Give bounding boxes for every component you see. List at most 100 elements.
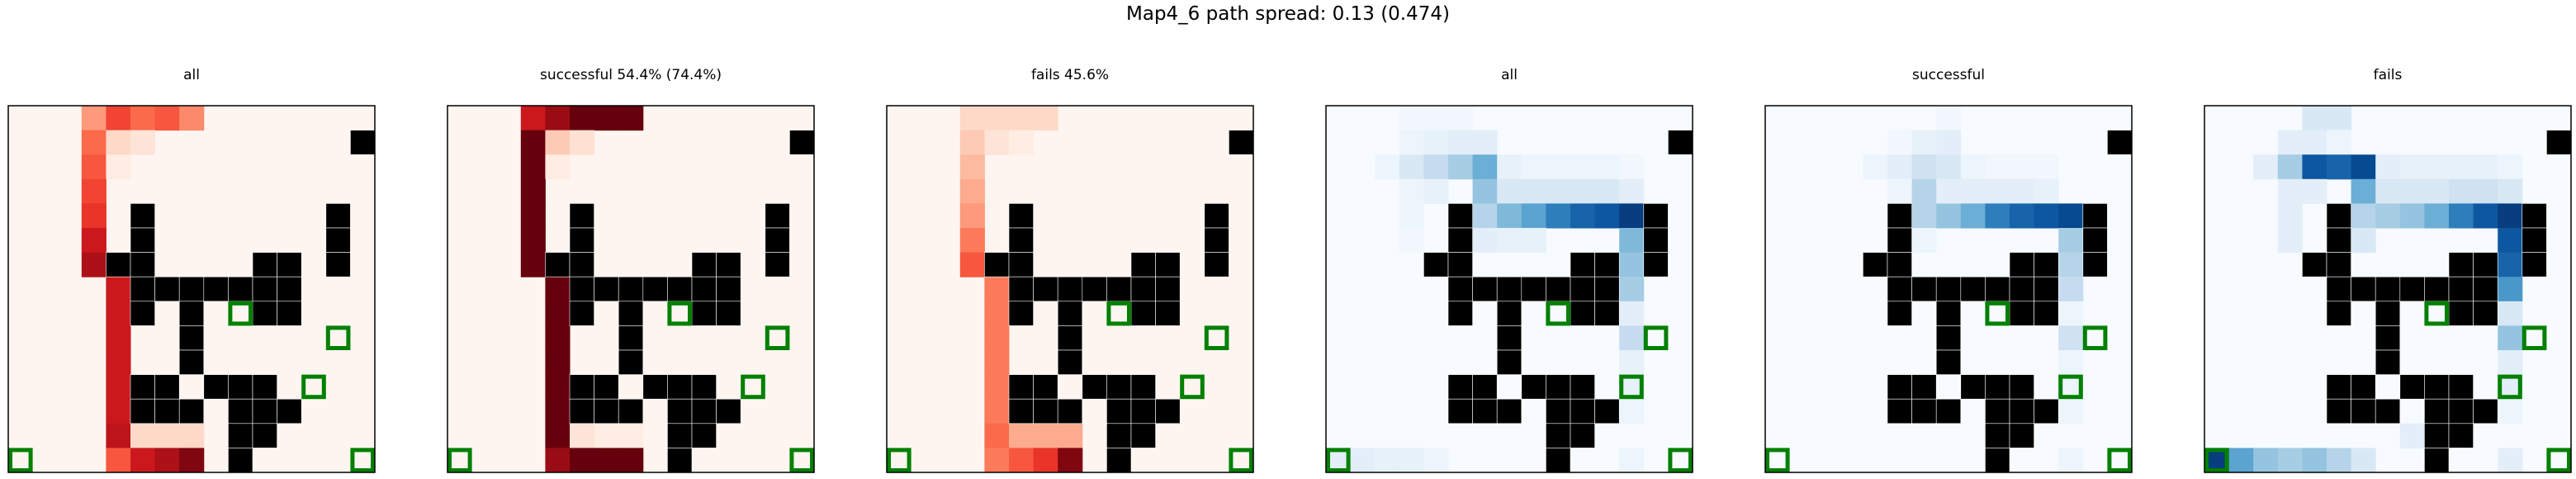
heatmap-cell bbox=[959, 252, 985, 277]
wall-cell bbox=[1447, 276, 1473, 302]
heatmap-cell bbox=[1619, 399, 1645, 424]
wall-cell bbox=[1887, 203, 1912, 229]
heatmap-cell bbox=[1009, 130, 1035, 155]
wall-cell bbox=[1643, 227, 1669, 253]
wall-cell bbox=[2448, 423, 2474, 448]
wall-cell bbox=[716, 398, 741, 424]
goal-marker bbox=[1180, 374, 1205, 400]
wall-cell bbox=[1570, 398, 1595, 424]
wall-cell bbox=[1594, 301, 1620, 326]
heatmap-cell bbox=[1472, 130, 1498, 155]
heatmap-cell bbox=[959, 130, 985, 155]
wall-cell bbox=[1155, 276, 1181, 302]
wall-cell bbox=[2424, 423, 2450, 448]
wall-cell bbox=[154, 276, 180, 302]
heatmap-cell bbox=[545, 154, 571, 180]
heatmap-cell bbox=[545, 325, 571, 351]
heatmap-cell bbox=[1009, 423, 1035, 448]
heatmap-cell bbox=[1399, 448, 1424, 473]
wall-cell bbox=[1887, 374, 1912, 400]
heatmap-cell bbox=[545, 423, 571, 448]
heatmap-cell bbox=[154, 448, 180, 473]
wall-cell bbox=[691, 252, 717, 277]
wall-cell bbox=[2326, 374, 2351, 400]
wall-cell bbox=[1911, 276, 1937, 302]
wall-cell bbox=[2082, 252, 2108, 277]
goal-marker bbox=[301, 374, 326, 400]
heatmap-cell bbox=[520, 252, 546, 277]
wall-cell bbox=[130, 252, 155, 277]
heatmap-cell bbox=[2498, 448, 2523, 473]
heatmap-cell bbox=[1399, 228, 1424, 254]
wall-cell bbox=[691, 301, 717, 326]
wall-cell bbox=[765, 203, 790, 229]
wall-cell bbox=[1960, 276, 1986, 302]
heatmap-cell bbox=[2277, 203, 2303, 229]
wall-cell bbox=[2375, 398, 2401, 424]
heatmap-cell bbox=[179, 448, 205, 473]
wall-cell bbox=[569, 252, 594, 277]
heatmap-cell bbox=[2498, 399, 2523, 424]
wall-cell bbox=[1863, 252, 1888, 277]
wall-cell bbox=[1130, 252, 1156, 277]
wall-cell bbox=[325, 252, 351, 277]
wall-cell bbox=[1008, 227, 1034, 253]
heatmap-cell bbox=[81, 178, 107, 204]
wall-cell bbox=[2351, 276, 2376, 302]
heatmap-cell bbox=[106, 106, 131, 131]
heatmap-cell bbox=[2228, 448, 2254, 473]
heatmap-cell bbox=[81, 130, 107, 155]
panel-title-2: successful 54.4% (74.4%) bbox=[539, 67, 722, 83]
wall-cell bbox=[716, 252, 741, 277]
heatmap-cell bbox=[1375, 448, 1400, 473]
wall-cell bbox=[2326, 398, 2351, 424]
wall-cell bbox=[1155, 301, 1181, 326]
goal-marker bbox=[2204, 448, 2229, 473]
heatmap-cell bbox=[1472, 154, 1498, 180]
goal-marker bbox=[1326, 448, 1351, 473]
heatmap-cell bbox=[2302, 130, 2327, 155]
wall-cell bbox=[1082, 374, 1107, 400]
heatmap-cell bbox=[618, 423, 644, 448]
heatmap-cell bbox=[1472, 228, 1498, 254]
wall-cell bbox=[1130, 423, 1156, 448]
heatmap-cell bbox=[2399, 423, 2425, 448]
heatmap-cell bbox=[984, 423, 1010, 448]
wall-cell bbox=[1106, 374, 1132, 400]
heatmap-cell bbox=[2351, 154, 2376, 180]
heatmap-cell bbox=[2498, 325, 2523, 351]
wall-cell bbox=[1057, 349, 1083, 375]
heatmap-cell bbox=[984, 301, 1010, 326]
heatmap-cell bbox=[1619, 154, 1645, 180]
wall-cell bbox=[2082, 227, 2108, 253]
wall-cell bbox=[130, 374, 155, 400]
heatmap-cell bbox=[2375, 203, 2401, 229]
wall-cell bbox=[1521, 276, 1546, 302]
heatmap-cell bbox=[1985, 178, 2010, 204]
heatmap-cell bbox=[1985, 203, 2010, 229]
wall-cell bbox=[2424, 398, 2450, 424]
wall-cell bbox=[1106, 448, 1132, 473]
wall-cell bbox=[1496, 276, 1522, 302]
heatmap-cell bbox=[2473, 203, 2498, 229]
panel-title-1: all bbox=[183, 67, 200, 83]
wall-cell bbox=[1911, 398, 1937, 424]
wall-cell bbox=[2326, 252, 2351, 277]
wall-cell bbox=[1155, 398, 1181, 424]
wall-cell bbox=[1935, 325, 1962, 351]
wall-cell bbox=[2448, 276, 2474, 302]
wall-cell bbox=[667, 374, 693, 400]
heatmap-cell bbox=[1936, 178, 1962, 204]
heatmap-cell bbox=[1472, 178, 1498, 204]
heatmap-cell bbox=[2058, 325, 2084, 351]
heatmap-cell bbox=[1619, 350, 1645, 376]
heatmap-cell bbox=[2058, 350, 2084, 376]
wall-cell bbox=[1570, 252, 1595, 277]
heatmap-cell bbox=[545, 350, 571, 376]
heatmap-cell bbox=[81, 154, 107, 180]
wall-cell bbox=[1570, 301, 1595, 326]
goal-marker bbox=[1765, 448, 1790, 473]
wall-cell bbox=[1643, 252, 1669, 277]
heatmap-cell bbox=[1448, 154, 1474, 180]
wall-cell bbox=[569, 276, 594, 302]
